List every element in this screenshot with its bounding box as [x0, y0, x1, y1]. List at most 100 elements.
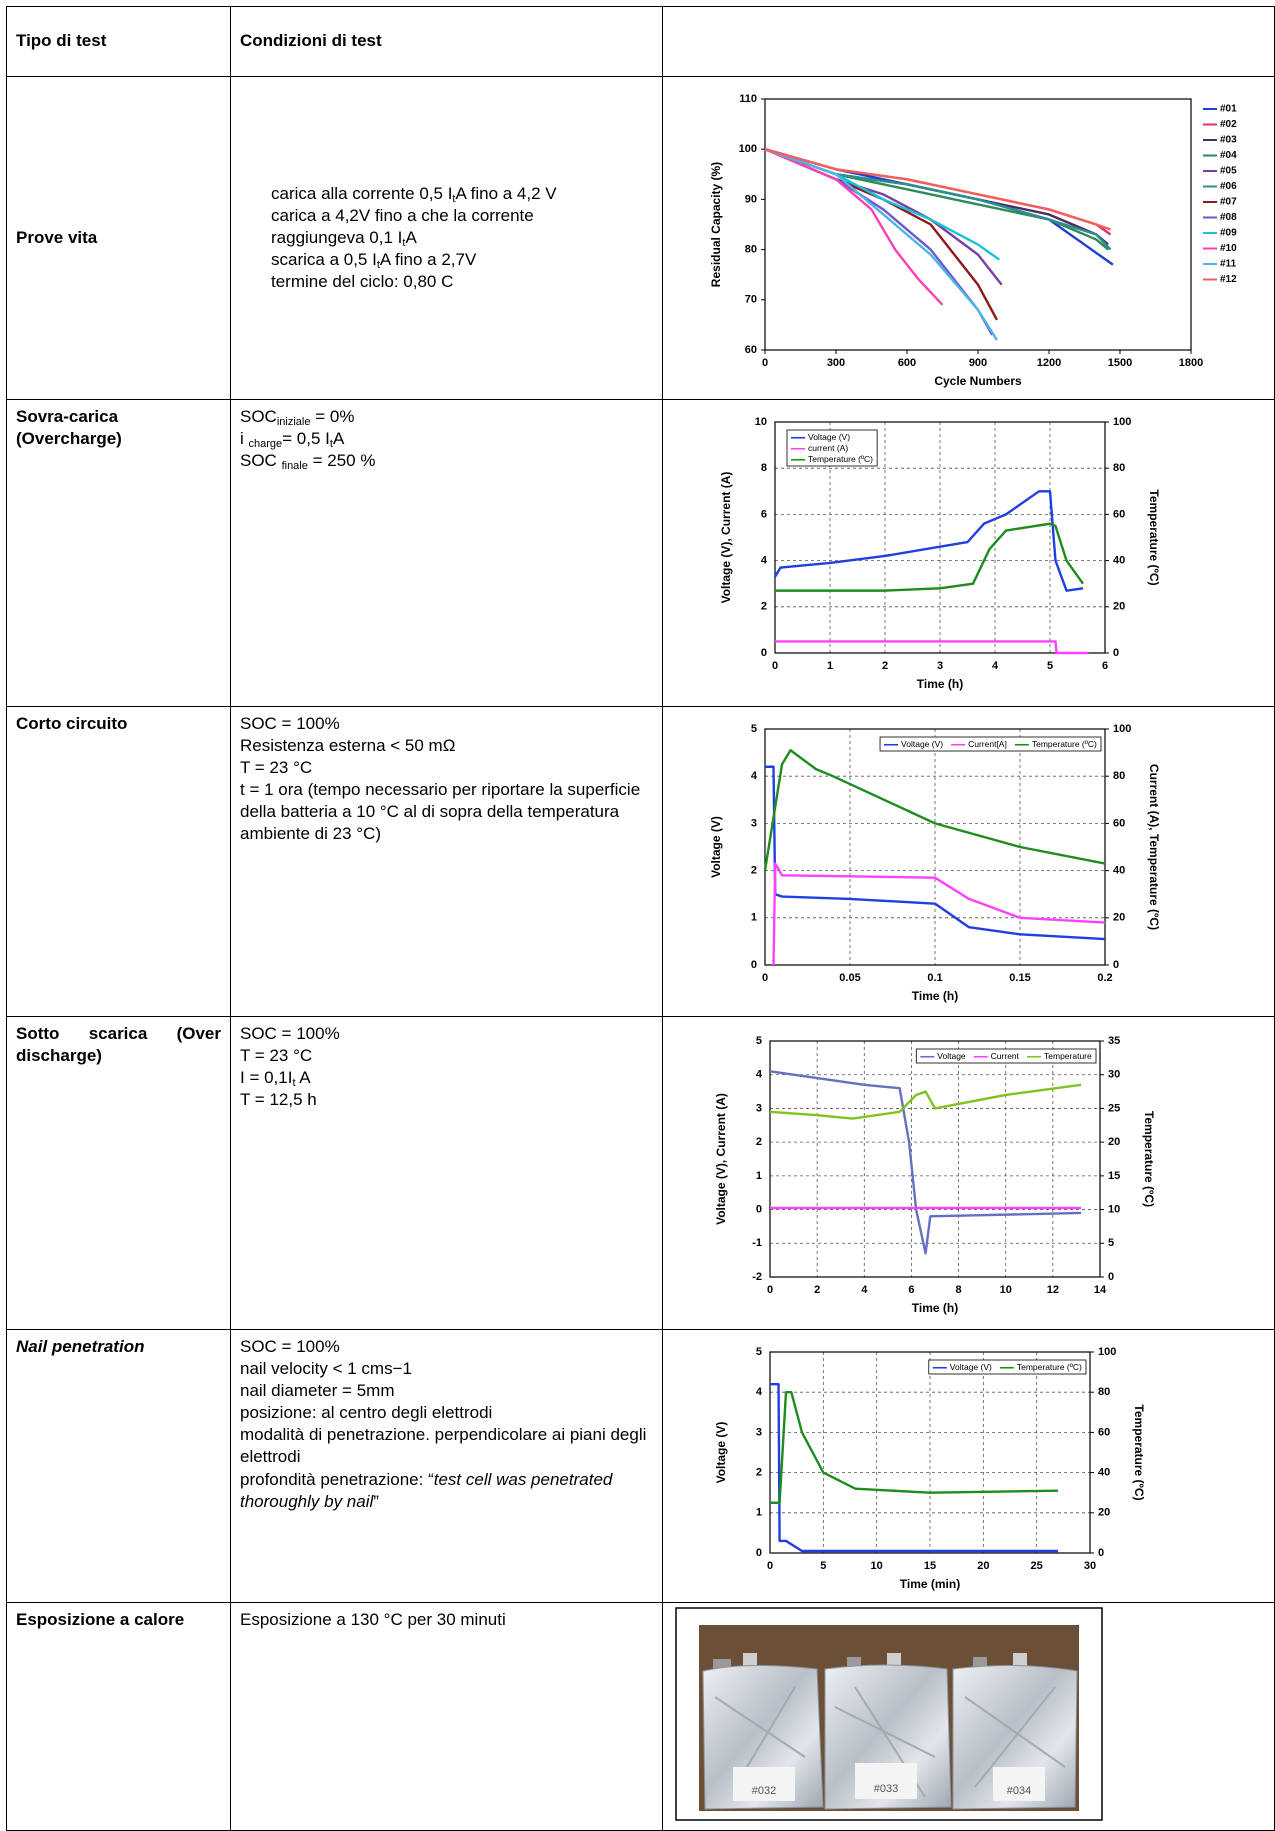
pouch	[824, 1653, 952, 1810]
condition-line: Esposizione a 130 °C per 30 minuti	[240, 1610, 506, 1629]
condition-line: T = 23 °C	[240, 1046, 313, 1066]
legend: Voltage Current Temperature	[915, 1048, 1097, 1064]
plot-frame	[774, 421, 1106, 654]
condition-line: carica alla corrente 0,5 ItA fino a 4,2 …	[271, 183, 653, 205]
y2-tick-label: 40	[1098, 1467, 1110, 1479]
subscript: t	[402, 236, 406, 249]
legend-label: #12	[1220, 274, 1237, 285]
x-tick-label: 600	[898, 357, 916, 369]
photo: #032 #033 #034	[675, 1607, 1103, 1821]
series-line	[764, 148, 1003, 286]
condition-line: posizione: al centro degli elettrodi	[240, 1403, 493, 1423]
x-tick-label: 0.05	[839, 972, 860, 984]
x-tick-label: 8	[956, 1284, 962, 1296]
x-tick-label: 6	[1102, 660, 1108, 672]
series-line	[764, 148, 998, 341]
y-axis-title: Voltage (V)	[714, 1422, 728, 1484]
x-tick-label: 14	[1094, 1284, 1107, 1296]
x-tick-label: 30	[1084, 1560, 1096, 1572]
y-tick-label: 0	[756, 1547, 762, 1559]
y-axis-title: Voltage (V), Current (A)	[714, 1093, 728, 1225]
y2-tick-label: 100	[1098, 1346, 1116, 1358]
y-tick-label: 90	[745, 193, 757, 205]
condition-line: scarica a 0,5 ItA fino a 2,7V	[271, 249, 653, 271]
x-tick-label: 0.15	[1009, 972, 1030, 984]
y2-tick-label: 100	[1113, 416, 1131, 428]
y-tick-label: -2	[752, 1271, 762, 1283]
plot-frame	[764, 728, 1106, 966]
condition-line: t = 1 ora (tempo necessario per riportar…	[240, 780, 641, 844]
series-line	[764, 148, 1111, 231]
plot-frame	[769, 1351, 1091, 1554]
y2-tick-label: 20	[1113, 601, 1125, 613]
x-tick-label: 0	[767, 1560, 773, 1572]
y2-tick-label: 0	[1113, 959, 1119, 971]
legend-label: #07	[1220, 197, 1237, 208]
legend-label: #03	[1220, 135, 1237, 146]
y2-tick-label: 80	[1113, 462, 1125, 474]
y-tick-label: 4	[756, 1386, 763, 1398]
y-tick-label: 4	[751, 770, 758, 782]
condition-line: modalità di penetrazione. perpendicolare…	[240, 1425, 647, 1467]
text: raggiungeva 0,1 I	[271, 227, 403, 247]
header-cell: Condizioni di test	[230, 6, 663, 77]
x-tick-label: 2	[882, 660, 888, 672]
header-text: Tipo di test	[16, 31, 107, 51]
x-tick-label: 0	[762, 357, 768, 369]
test-table: Tipo di test Condizioni di test Prove vi…	[6, 6, 1275, 1831]
chart-cell: 0 1 2 3 4 5 6 0 2 4 6 8 10 0 20 40 60 80 100 Time (h) Voltag…	[662, 399, 1275, 707]
series-line	[770, 1382, 1058, 1553]
legend-label: #09	[1220, 228, 1237, 239]
x-tick-label: 3	[937, 660, 943, 672]
y-axis-title: Voltage (V), Current (A)	[719, 472, 733, 604]
chart-cell: 0 2 4 6 8 10 12 14 -2 -1 0 1 2 3 4 5 0 5 10 15 20 25 30 35 Time …	[662, 1016, 1275, 1330]
y-tick-label: 4	[756, 1069, 763, 1081]
chart-cell: 0 5 10 15 20 25 30 0 1 2 3 4 5 0 20 40 60 80 100 Time (min)…	[662, 1329, 1275, 1603]
y-tick-label: 1	[756, 1507, 762, 1519]
conditions-cell: SOC = 100% T = 23 °C I = 0,1It A T = 12,…	[230, 1016, 663, 1330]
x-tick-label: 12	[1047, 1284, 1059, 1296]
series-line	[764, 148, 944, 306]
y2-tick-label: 30	[1108, 1069, 1120, 1081]
y2-tick-label: 60	[1098, 1426, 1110, 1438]
test-name: Sotto scarica (Over discharge)	[16, 1024, 221, 1066]
italic-text: test cell was penetrated thoroughly by n…	[240, 1469, 613, 1511]
legend-label: Temperature (ºC)	[808, 454, 873, 464]
row: Corto circuito SOC = 100% Resistenza est…	[6, 706, 1275, 1017]
x-tick-label: 10	[1000, 1284, 1012, 1296]
x-tick-label: 1	[827, 660, 833, 672]
text: I = 0,1I	[240, 1068, 293, 1088]
y-tick-label: 2	[761, 601, 767, 613]
legend-label: #02	[1220, 119, 1237, 130]
y-tick-label: 8	[761, 462, 767, 474]
conditions-cell: SOCiniziale = 0% i charge= 0,5 ItA SOC f…	[230, 399, 663, 707]
x-tick-label: 10	[871, 1560, 883, 1572]
condition-line: T = 23 °C	[240, 758, 313, 778]
x-tick-label: 1500	[1108, 357, 1132, 369]
x-axis-title: Time (h)	[912, 1301, 958, 1315]
x-tick-label: 0	[767, 1284, 773, 1296]
subscript: finale	[281, 460, 308, 473]
plot-frame	[764, 98, 1192, 351]
x-tick-label: 1200	[1037, 357, 1061, 369]
text: A	[405, 227, 417, 247]
photo-label: #033	[874, 1783, 898, 1795]
header-row: Tipo di test Condizioni di test	[6, 6, 1275, 77]
x-tick-label: 0.1	[927, 972, 942, 984]
y-axis-title: Residual Capacity (%)	[709, 162, 723, 287]
y-tick-label: 2	[751, 865, 757, 877]
test-name: Nail penetration	[16, 1337, 145, 1356]
legend: Voltage (V)current (A)Temperature (ºC)	[786, 429, 878, 467]
chart-cell: 0 300 600 900 1200 1500 1800 60 70 80 90 100 110 Cycl…	[662, 76, 1275, 400]
photo-label: #032	[752, 1785, 776, 1797]
legend-label: #10	[1220, 243, 1237, 254]
y2-axis-title: Temperature (ºC)	[1147, 489, 1161, 585]
text: i	[240, 429, 249, 449]
test-name: Sovra-carica (Overcharge)	[16, 407, 122, 449]
y-tick-label: 110	[739, 93, 757, 105]
text: profondità penetrazione: “	[240, 1469, 434, 1489]
legend-label: #01	[1220, 104, 1237, 115]
y2-tick-label: 15	[1108, 1170, 1120, 1182]
